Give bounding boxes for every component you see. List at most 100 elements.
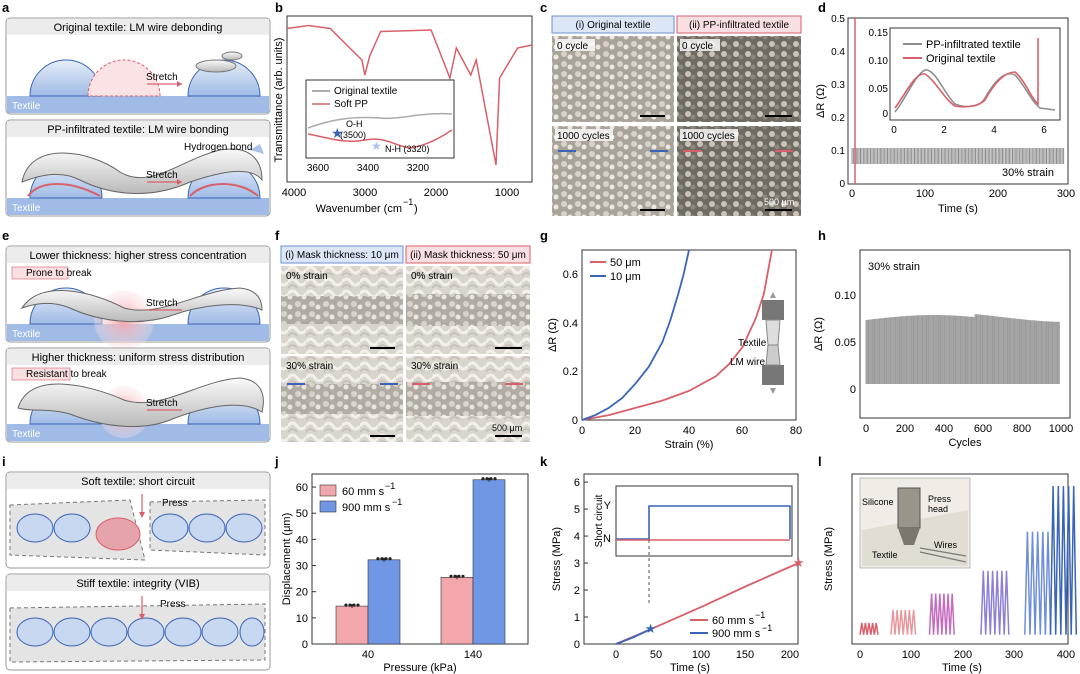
g-ytick-1: 0.2 xyxy=(563,366,578,378)
panel-label-i: i xyxy=(2,454,6,469)
k-legend-1: 60 mm s xyxy=(712,615,755,627)
i-bottom-title-bar xyxy=(7,575,269,591)
c-col2-header xyxy=(676,15,802,34)
a-hbond: Hydrogen bond xyxy=(184,142,252,153)
d-inset-xtick-1: 2 xyxy=(941,125,947,136)
g-ytick-0: 0 xyxy=(572,415,578,427)
l-xtick-4: 400 xyxy=(1057,649,1075,661)
d-cycles xyxy=(851,148,1065,164)
f-wire-r1c2 xyxy=(406,294,530,326)
b-xlabel-end: ) xyxy=(414,203,418,215)
k-ytick-label: 1 xyxy=(574,612,580,624)
a-bottom-pp-left xyxy=(27,183,101,197)
h-strain: 30% strain xyxy=(868,261,920,273)
k-ytick-label: 4 xyxy=(574,531,580,543)
l-textile: Textile xyxy=(872,550,898,560)
f-col1-header xyxy=(280,245,404,264)
b-nh: N-H (3320) xyxy=(385,144,430,154)
i-top-loops xyxy=(16,513,263,551)
d-xtick-0: 0 xyxy=(849,188,855,200)
panel-label-d: d xyxy=(818,0,826,15)
g-xtick-2: 40 xyxy=(683,425,695,437)
b-xlabel: Wavenumber (cm xyxy=(316,203,402,215)
d-inset-xtick-3: 6 xyxy=(1041,125,1047,136)
g-ylabel: ΔR (Ω) xyxy=(547,318,559,352)
h-ytick-1: 0.05 xyxy=(835,337,856,349)
a-top-textile-label: Textile xyxy=(12,101,41,112)
l-cycle-block xyxy=(980,570,1010,635)
i-top-press-arrowhead xyxy=(139,512,145,518)
d-inset-ytick-0: 0 xyxy=(882,109,888,120)
i-top-loop-6 xyxy=(225,513,263,543)
c-tag-bg-4 xyxy=(680,129,738,141)
a-bottom-arrowhead xyxy=(177,179,182,185)
b-legend-1: Original textile xyxy=(334,86,398,97)
j-point xyxy=(485,477,489,481)
j-point xyxy=(457,574,461,578)
j-xtick-1: 140 xyxy=(464,649,482,661)
k-legend-2-sup: −1 xyxy=(762,623,772,633)
a-top-debonded-bit xyxy=(221,51,243,61)
d-inset-ytick-2: 0.10 xyxy=(869,56,889,67)
b-legend-2: Soft PP xyxy=(334,99,368,110)
c-r2c2: 1000 cycles xyxy=(682,131,735,142)
i-top-title: Soft textile: short circuit xyxy=(81,476,195,488)
g-specimen-lower xyxy=(765,344,781,366)
i-bottom-press: Press xyxy=(160,599,186,610)
a-bottom-textile-label: Textile xyxy=(12,203,41,214)
h-xtick-0: 0 xyxy=(863,423,869,435)
i-top-loop-2 xyxy=(53,513,91,543)
k-star-red-icon: ★ xyxy=(793,555,805,570)
panel-label-l: l xyxy=(818,454,822,469)
k-yticks: 0 1 2 3 4 5 6 xyxy=(574,477,588,651)
j-point xyxy=(388,557,392,561)
c-tag-bg-3 xyxy=(555,129,613,141)
panel-h: h ΔR (Ω) 0 0.05 0.10 0 200 400 600 800 1… xyxy=(813,228,1073,449)
i-top-press: Press xyxy=(162,498,188,509)
k-ytick-label: 3 xyxy=(574,558,580,570)
b-inset xyxy=(305,79,455,159)
b-ylabel: Transmittance (arb. units) xyxy=(273,38,285,163)
f-r2c1: 30% strain xyxy=(286,361,333,372)
k-xtick-1: 50 xyxy=(650,649,662,661)
e-top-thin-wire xyxy=(20,287,263,323)
g-pull-down-icon xyxy=(770,388,776,394)
a-bottom-title-bar xyxy=(7,121,269,137)
j-point xyxy=(481,477,485,481)
j-point xyxy=(489,477,493,481)
panel-i: i Soft textile: short circuit Press Stif… xyxy=(2,454,271,671)
g-series-line xyxy=(581,249,773,421)
c-scale: 500 μm xyxy=(764,197,794,207)
j-bar xyxy=(440,577,474,645)
panel-label-h: h xyxy=(818,228,826,243)
a-top-title: Original textile: LM wire debonding xyxy=(54,22,223,34)
b-inset-xtick-2: 3200 xyxy=(407,163,430,174)
k-series-line xyxy=(615,628,652,645)
k-inset-900 xyxy=(616,505,791,540)
d-ytick-0: 0 xyxy=(839,179,845,190)
panel-label-e: e xyxy=(2,228,9,243)
l-xlabel: Time (s) xyxy=(942,662,982,674)
k-xtick-3: 150 xyxy=(736,649,754,661)
b-spectrum-line xyxy=(286,24,533,166)
j-plot-area xyxy=(335,477,506,645)
i-top-loop-5 xyxy=(188,513,226,543)
j-point xyxy=(376,557,380,561)
panel-label-c: c xyxy=(540,0,547,15)
k-xtick-4: 200 xyxy=(781,649,799,661)
e-top-note: Prone to break xyxy=(26,268,93,279)
k-inset-n: N xyxy=(603,533,611,545)
j-point xyxy=(380,557,384,561)
j-xtick-0: 40 xyxy=(362,649,374,661)
g-textile: Textile xyxy=(738,338,767,349)
i-bottom-loop-3 xyxy=(90,617,128,647)
f-r2c2: 30% strain xyxy=(411,361,458,372)
h-xtick-5: 1000 xyxy=(1049,423,1073,435)
a-bottom-pp-right xyxy=(189,183,259,197)
g-ytick-3: 0.6 xyxy=(563,269,578,281)
d-xlabel: Time (s) xyxy=(938,203,978,215)
b-star-nh-icon: ★ xyxy=(371,139,382,153)
i-bottom-loop-5 xyxy=(164,617,202,647)
